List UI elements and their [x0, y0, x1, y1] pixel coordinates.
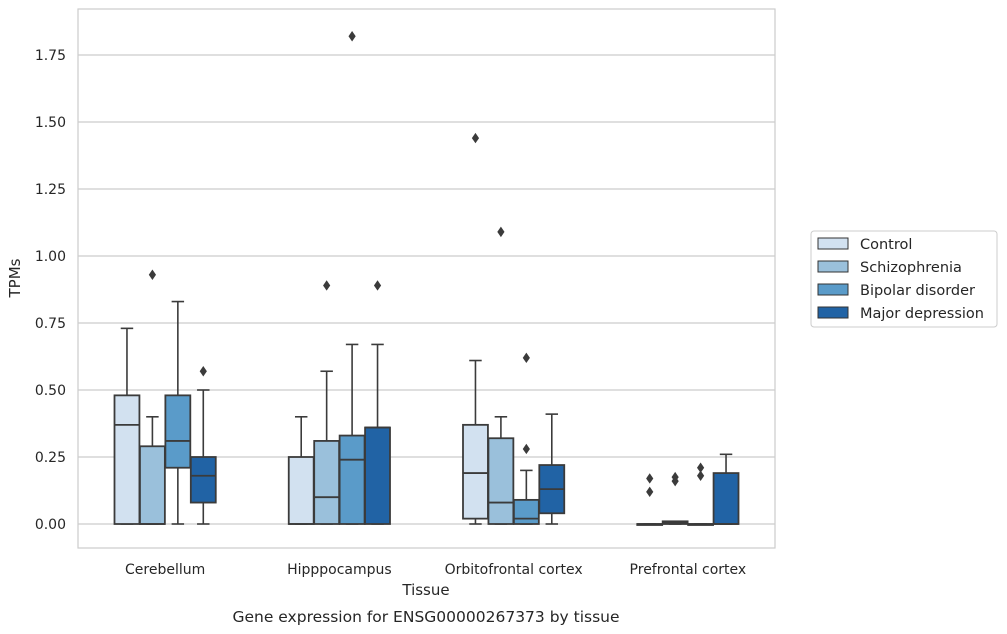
box-1-3 — [364, 280, 391, 525]
y-tick-label: 0.50 — [35, 383, 66, 399]
outlier-point — [522, 443, 530, 455]
outlier-point — [696, 470, 705, 481]
y-tick-label: 1.00 — [35, 249, 66, 265]
box-iqr — [712, 472, 740, 525]
x-tick-label: Cerebellum — [125, 562, 205, 578]
box-3-1 — [661, 471, 689, 525]
outlier-point — [323, 280, 331, 291]
x-axis-label: Tissue — [401, 581, 449, 599]
outlier-point — [199, 366, 207, 377]
box-iqr — [113, 394, 141, 525]
box-0-0 — [113, 327, 141, 525]
outlier-point — [696, 462, 705, 473]
outlier-point — [348, 31, 356, 42]
outlier-point — [646, 473, 654, 484]
box-0-3 — [189, 366, 217, 525]
legend: Control Schizophrenia Bipolar disorder Majo… — [810, 230, 998, 328]
box-iqr — [164, 394, 192, 469]
legend-frame — [810, 230, 998, 328]
box-iqr — [313, 440, 341, 525]
legend-swatch — [817, 283, 849, 296]
x-axis-ticks: Cerebellum Hipppocampus Orbitofrontal cort… — [125, 562, 746, 578]
box-iqr — [512, 498, 540, 525]
box-1-1 — [313, 280, 341, 525]
box-iqr — [189, 456, 217, 504]
x-tick-label: Hipppocampus — [287, 562, 392, 578]
box-iqr — [139, 445, 166, 525]
box-2-2 — [512, 352, 540, 525]
box-iqr — [364, 426, 391, 525]
box-0-1 — [139, 269, 166, 525]
y-tick-label: 1.50 — [35, 115, 66, 131]
box-iqr — [462, 423, 489, 520]
box-iqr — [287, 456, 315, 525]
x-tick-label: Prefrontal cortex — [630, 562, 747, 578]
box-2-3 — [538, 413, 566, 525]
box-iqr — [338, 434, 366, 525]
outlier-point — [646, 486, 654, 498]
x-tick-label: Orbitofrontal cortex — [445, 562, 583, 578]
outlier-point — [497, 226, 505, 238]
box-2-1 — [487, 226, 515, 525]
outlier-point — [471, 132, 480, 144]
legend-swatch — [817, 306, 849, 319]
legend-swatch — [817, 260, 849, 273]
outlier-point — [671, 471, 679, 483]
y-axis-ticks: 0.00 0.25 0.50 0.75 1.00 1.25 1.50 1.75 — [35, 48, 66, 533]
legend-swatch — [817, 237, 849, 250]
box-3-3 — [712, 453, 740, 525]
outlier-point — [522, 352, 530, 364]
legend-label: Bipolar disorder — [860, 283, 975, 299]
box-0-2 — [164, 300, 192, 525]
y-tick-label: 1.75 — [35, 48, 66, 64]
y-axis-label: TPMs — [6, 258, 24, 298]
legend-label: Major depression — [860, 306, 984, 322]
y-tick-label: 0.00 — [35, 517, 66, 533]
boxes — [113, 31, 740, 526]
y-tick-label: 1.25 — [35, 182, 66, 198]
legend-label: Control — [860, 237, 912, 253]
outlier-point — [148, 269, 157, 280]
figure-caption: Gene expression for ENSG00000267373 by t… — [232, 608, 619, 626]
legend-label: Schizophrenia — [860, 260, 962, 276]
box-iqr — [487, 437, 515, 525]
y-tick-label: 0.25 — [35, 450, 66, 466]
box-3-0 — [636, 473, 664, 526]
y-tick-label: 0.75 — [35, 316, 66, 332]
outlier-point — [373, 280, 382, 291]
